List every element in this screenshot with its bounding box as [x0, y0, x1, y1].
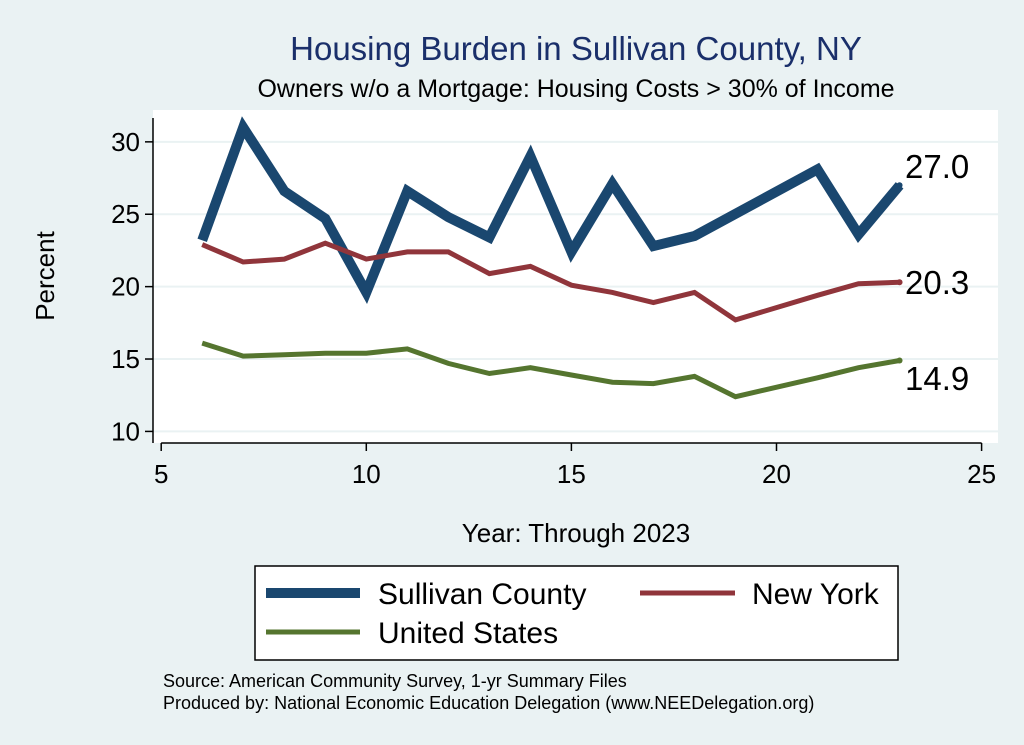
chart-title: Housing Burden in Sullivan County, NY: [290, 30, 862, 67]
data-point-sullivan-county: [896, 182, 903, 189]
series-line-united-states: [201, 340, 901, 400]
end-label-new-york: 20.3: [905, 264, 969, 301]
legend-label-united-states: United States: [378, 617, 558, 650]
legend-label-sullivan-county: Sullivan County: [378, 578, 586, 611]
y-tick-label: 30: [111, 127, 140, 157]
x-axis-title: Year: Through 2023: [462, 518, 690, 548]
x-tick-label: 5: [154, 459, 168, 489]
series-line-new-york: [201, 240, 900, 323]
legend-box: [254, 565, 899, 661]
y-tick-label: 25: [111, 199, 140, 229]
x-tick-label: 10: [352, 459, 381, 489]
end-labels: 27.0 20.3 14.9: [905, 148, 969, 397]
produced-by-note: Produced by: National Economic Education…: [163, 693, 814, 713]
plot-area: [153, 110, 998, 443]
x-tick-label: 15: [557, 459, 586, 489]
series-line-sullivan-county: [197, 116, 904, 304]
y-tick-label: 10: [111, 416, 140, 446]
legend-label-new-york: New York: [752, 578, 880, 611]
end-label-united-states: 14.9: [905, 360, 969, 397]
y-tick-label: 15: [111, 344, 140, 374]
legend: Sullivan County New York United States: [254, 565, 899, 661]
axes: 10 15 20 25 30 5 10 15 20 25: [111, 118, 996, 489]
source-note: Source: American Community Survey, 1-yr …: [163, 671, 627, 691]
data-point-new-york: [896, 279, 903, 286]
chart-subtitle: Owners w/o a Mortgage: Housing Costs > 3…: [257, 75, 894, 103]
end-label-sullivan-county: 27.0: [905, 148, 969, 185]
y-axis-title: Percent: [30, 230, 60, 320]
data-point-united-states: [896, 357, 903, 364]
x-tick-label: 20: [762, 459, 791, 489]
series-lines: [197, 116, 904, 400]
y-tick-label: 20: [111, 272, 140, 302]
x-tick-label: 25: [967, 459, 996, 489]
